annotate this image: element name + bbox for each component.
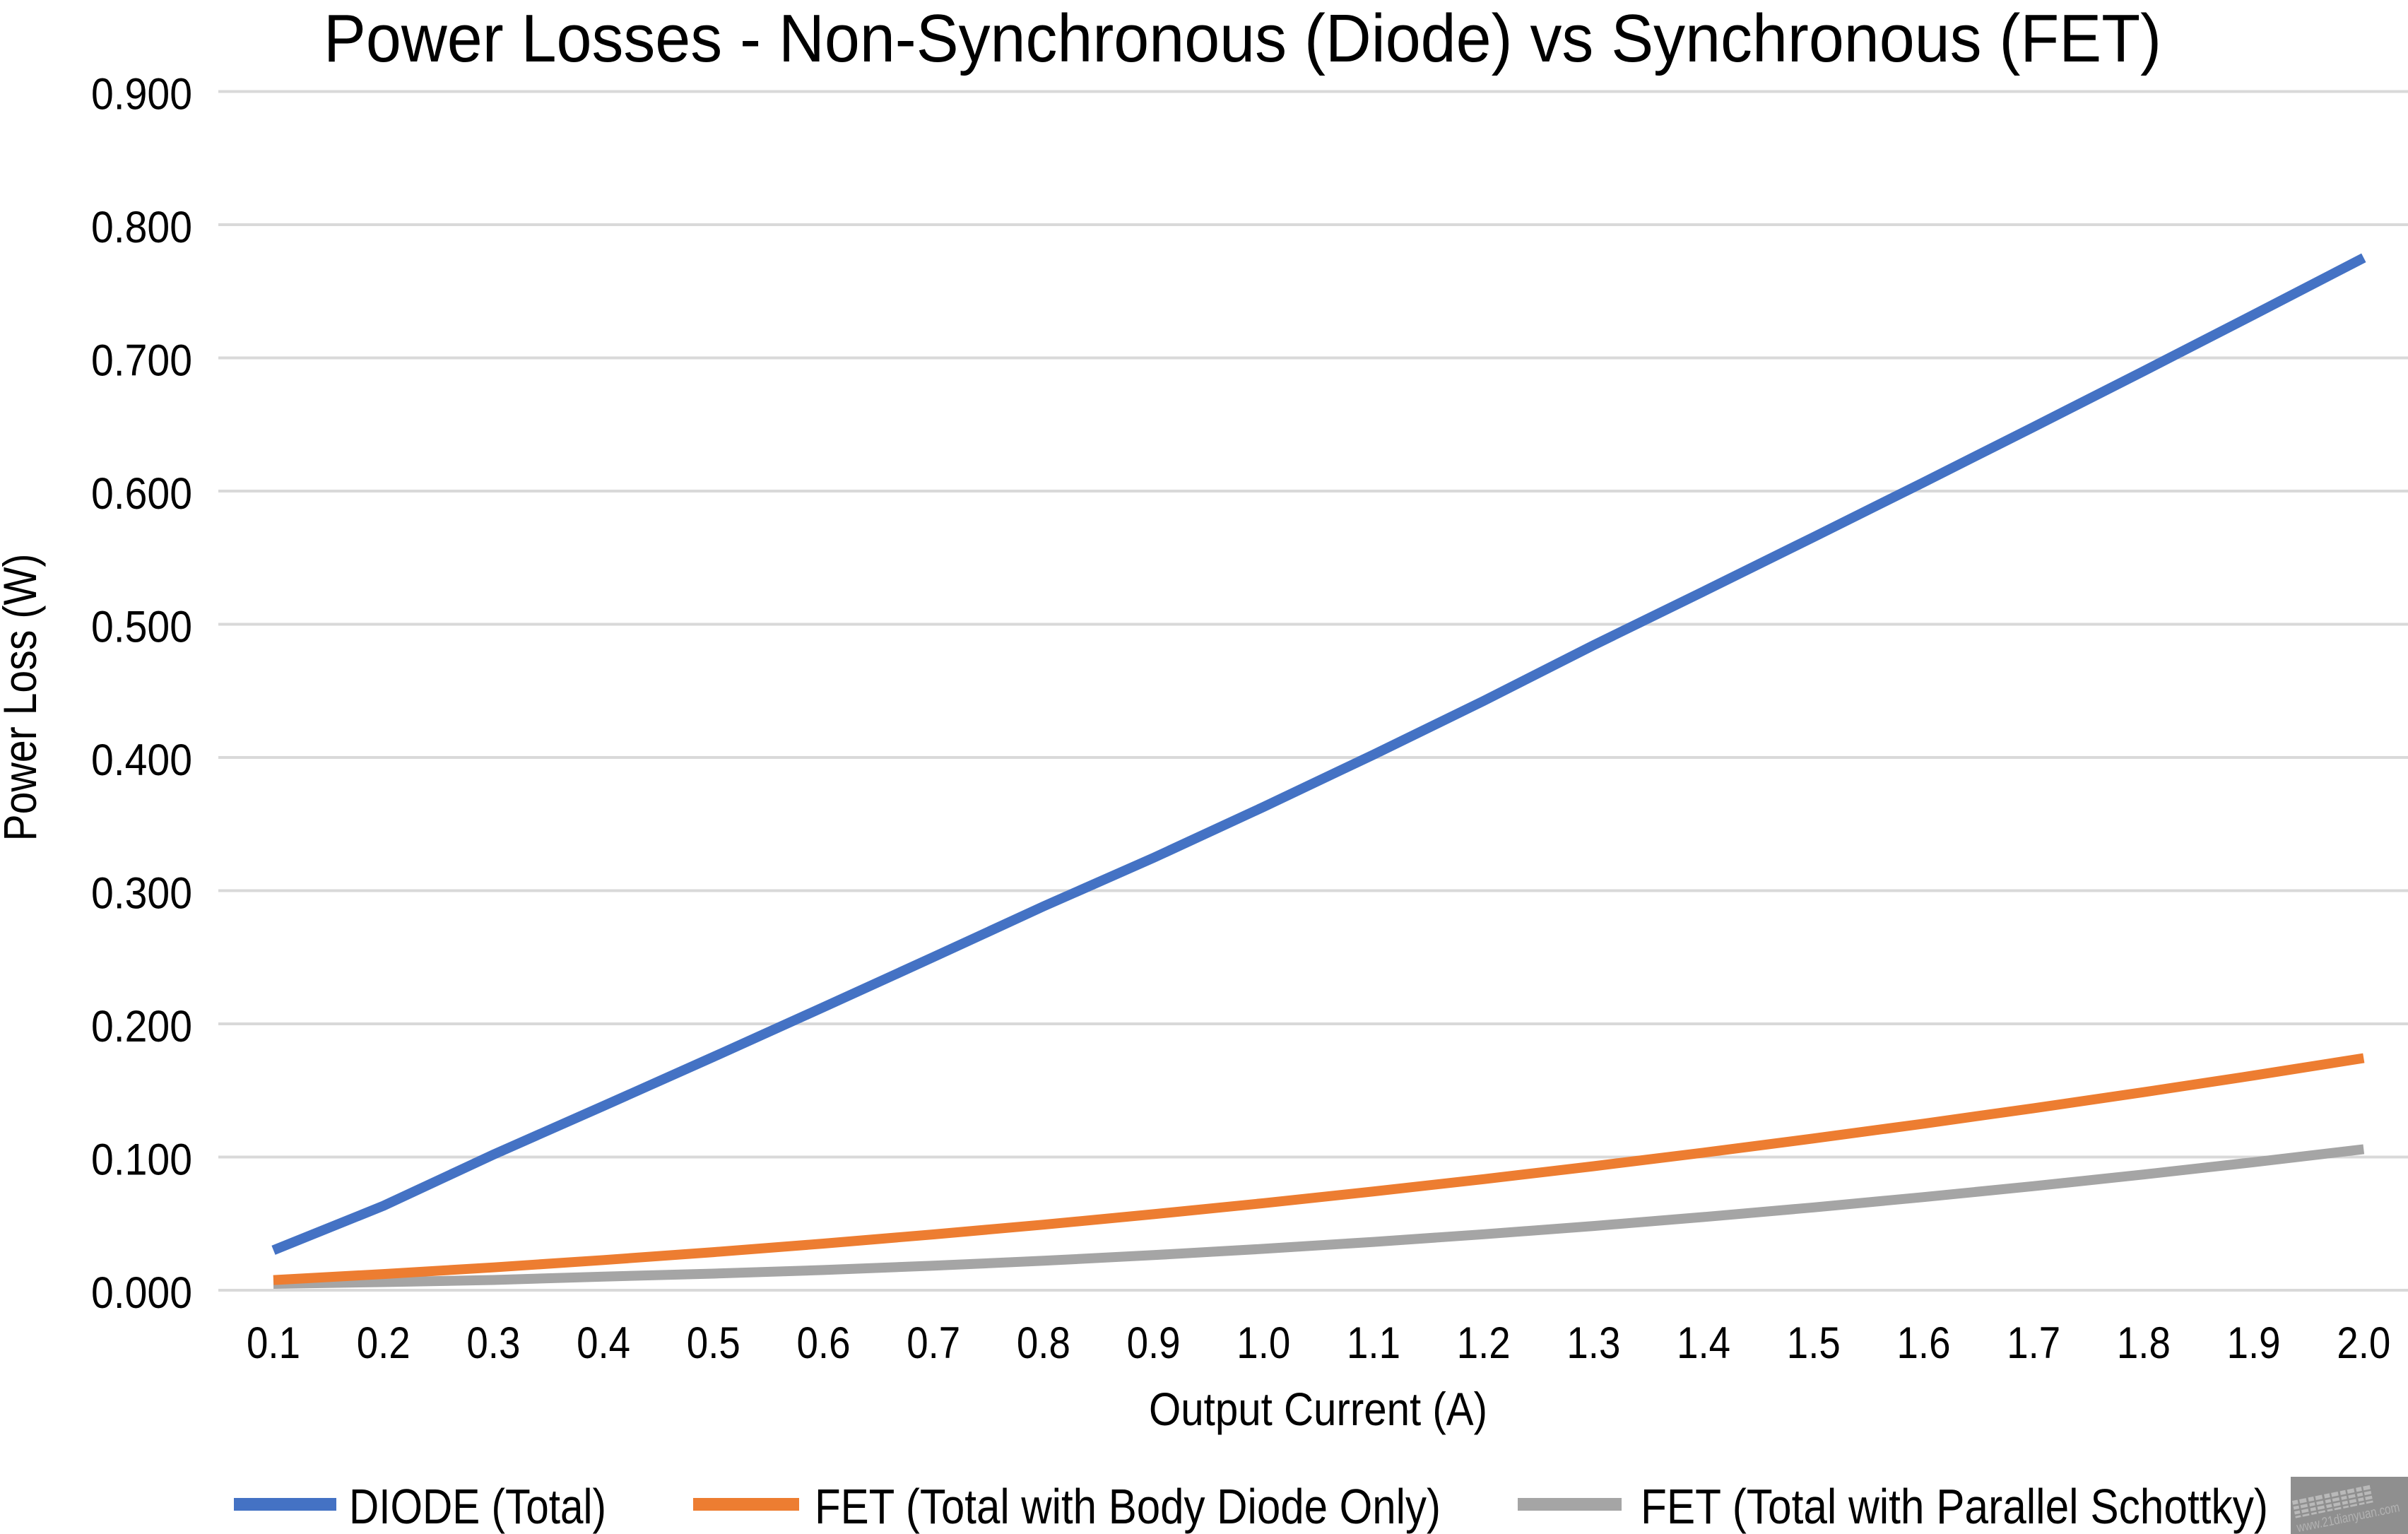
- svg-text:0.6: 0.6: [797, 1318, 851, 1368]
- svg-text:0.900: 0.900: [91, 70, 192, 119]
- svg-text:1.1: 1.1: [1347, 1318, 1400, 1368]
- svg-text:1.9: 1.9: [2227, 1318, 2281, 1368]
- svg-text:0.000: 0.000: [91, 1268, 192, 1318]
- svg-text:1.5: 1.5: [1787, 1318, 1841, 1368]
- svg-text:1.8: 1.8: [2117, 1318, 2171, 1368]
- svg-text:Power Losses - Non-Synchronous: Power Losses - Non-Synchronous (Diode) v…: [324, 1, 2161, 76]
- svg-text:1.3: 1.3: [1566, 1318, 1620, 1368]
- svg-text:0.300: 0.300: [91, 869, 192, 919]
- svg-text:1.7: 1.7: [2007, 1318, 2060, 1368]
- svg-text:0.100: 0.100: [91, 1135, 192, 1185]
- svg-text:0.2: 0.2: [357, 1318, 411, 1368]
- svg-text:0.8: 0.8: [1017, 1318, 1070, 1368]
- svg-text:0.4: 0.4: [577, 1318, 630, 1368]
- svg-text:0.600: 0.600: [91, 469, 192, 519]
- svg-text:0.400: 0.400: [91, 736, 192, 785]
- svg-text:1.6: 1.6: [1897, 1318, 1951, 1368]
- svg-text:0.200: 0.200: [91, 1002, 192, 1051]
- svg-text:0.1: 0.1: [247, 1318, 300, 1368]
- svg-text:0.3: 0.3: [466, 1318, 520, 1368]
- svg-text:1.2: 1.2: [1457, 1318, 1511, 1368]
- svg-text:0.700: 0.700: [91, 336, 192, 386]
- svg-text:FET (Total with Body Diode Onl: FET (Total with Body Diode Only): [815, 1479, 1441, 1534]
- svg-text:2.0: 2.0: [2337, 1318, 2390, 1368]
- svg-text:0.5: 0.5: [687, 1318, 740, 1368]
- svg-text:1.4: 1.4: [1677, 1318, 1730, 1368]
- svg-text:Output Current (A): Output Current (A): [1149, 1383, 1487, 1435]
- svg-text:0.7: 0.7: [907, 1318, 960, 1368]
- svg-text:1.0: 1.0: [1237, 1318, 1290, 1368]
- svg-text:DIODE (Total): DIODE (Total): [349, 1479, 606, 1534]
- svg-text:0.800: 0.800: [91, 203, 192, 252]
- svg-text:FET (Total with Parallel Schot: FET (Total with Parallel Schottky): [1641, 1479, 2268, 1534]
- svg-text:0.500: 0.500: [91, 603, 192, 652]
- svg-text:Power Loss (W): Power Loss (W): [0, 554, 46, 842]
- svg-text:0.9: 0.9: [1127, 1318, 1181, 1368]
